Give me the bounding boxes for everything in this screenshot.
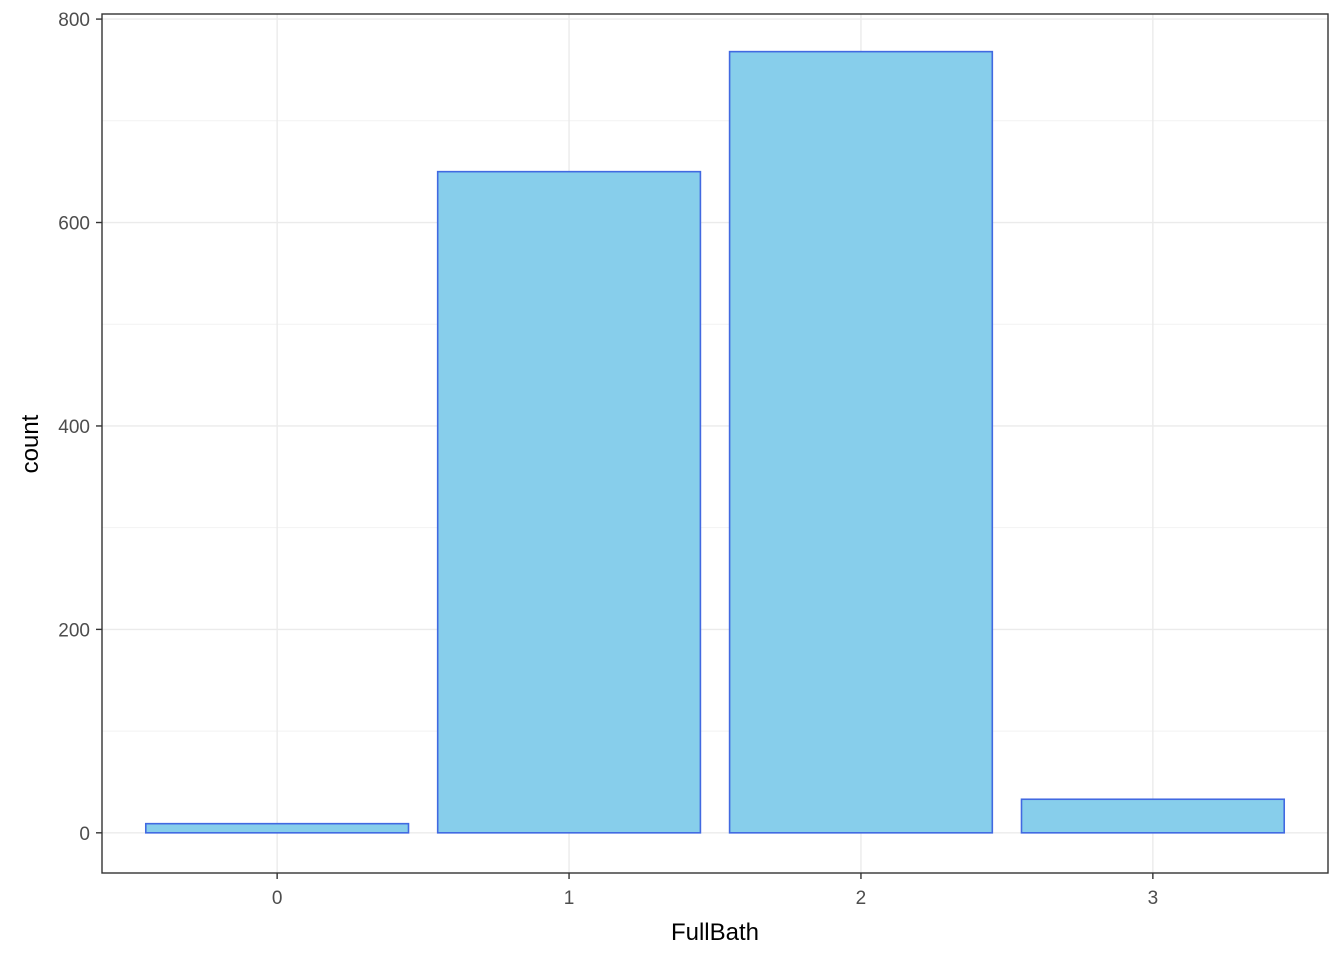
bar-3 xyxy=(1020,798,1286,834)
x-tick-label: 2 xyxy=(856,888,867,909)
x-tick-label: 3 xyxy=(1148,888,1159,909)
bar-1 xyxy=(436,170,702,834)
x-axis-title: FullBath xyxy=(671,919,759,946)
bar-2 xyxy=(728,50,994,834)
y-tick-label: 200 xyxy=(58,620,90,641)
bars xyxy=(144,50,1286,834)
bar-0 xyxy=(144,822,410,834)
grid-lines xyxy=(102,14,1328,873)
y-tick-label: 600 xyxy=(58,214,90,235)
x-tick-label: 1 xyxy=(564,888,575,909)
x-axis: 0 1 2 3 xyxy=(272,873,1158,909)
y-tick-label: 0 xyxy=(79,824,90,845)
y-tick-label: 800 xyxy=(58,10,90,31)
plot-panel-border xyxy=(101,13,1329,874)
y-tick-label: 400 xyxy=(58,417,90,438)
y-axis: 0 200 400 600 800 xyxy=(58,10,102,845)
y-axis-title: count xyxy=(17,414,44,473)
x-tick-label: 0 xyxy=(272,888,283,909)
